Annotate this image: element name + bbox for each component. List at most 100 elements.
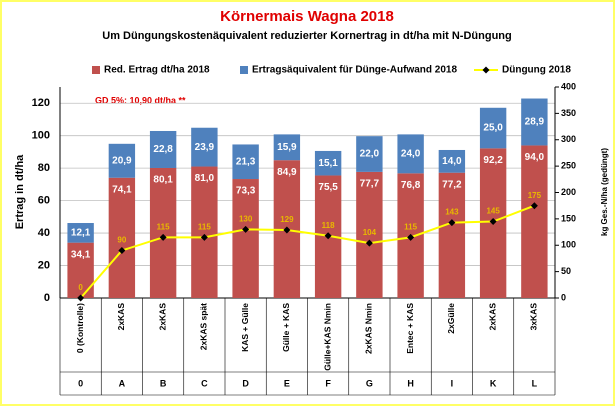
line-value-label: 115 (404, 222, 417, 231)
line-marker (489, 218, 497, 226)
line-marker (324, 232, 332, 240)
value-label: 81,0 (195, 173, 215, 184)
chart-title: Körnermais Wagna 2018 (220, 8, 394, 25)
category-code: K (490, 378, 497, 388)
bar-segment (108, 177, 136, 298)
value-label: 77,2 (442, 179, 462, 190)
value-label: 24,0 (401, 149, 421, 160)
category-code: C (201, 378, 208, 388)
line-marker (448, 219, 456, 227)
category-code: L (532, 378, 538, 388)
y2-tick-label: 100 (561, 240, 576, 250)
category-code: B (160, 378, 167, 388)
x-tick-label: KAS + Gülle (240, 303, 250, 352)
line-value-label: 0 (78, 283, 83, 292)
bar-segment (521, 145, 548, 298)
x-tick-label: Gülle+KAS Nmin (322, 303, 332, 371)
category-code: H (407, 378, 414, 388)
y2-tick-label: 250 (561, 161, 576, 171)
value-label: 73,3 (236, 186, 256, 197)
value-label: 92,2 (483, 155, 503, 166)
x-tick-label: 3xKAS (529, 303, 539, 331)
x-tick-label: 2xKAS (157, 303, 167, 331)
y2-tick-label: 200 (561, 187, 576, 197)
legend-label: Düngung 2018 (502, 65, 571, 76)
line-value-label: 175 (528, 191, 542, 200)
value-label: 25,0 (483, 123, 503, 134)
bar-segment (314, 150, 342, 176)
line-marker (407, 233, 415, 241)
bar-segment (232, 144, 259, 180)
legend-label: Red. Ertrag dt/ha 2018 (104, 65, 210, 76)
bar-segment (191, 127, 218, 167)
value-label: 15,1 (318, 158, 338, 169)
value-label: 77,7 (360, 179, 380, 190)
value-label: 23,9 (195, 142, 215, 153)
line-marker (530, 202, 538, 210)
value-label: 22,0 (360, 149, 380, 160)
y-tick-label: 40 (38, 227, 50, 239)
line-value-label: 90 (117, 236, 126, 245)
value-label: 80,1 (153, 175, 173, 186)
bar-segment (149, 167, 177, 298)
bar-segment (438, 172, 466, 298)
legend-label: Ertragsäquivalent für Dünge-Aufwand 2018 (252, 65, 457, 76)
value-label: 75,5 (318, 182, 338, 193)
bar-segment (232, 179, 259, 298)
value-label: 14,0 (442, 156, 462, 167)
bar-segment (356, 171, 383, 298)
x-tick-label: 2xKAS (487, 303, 497, 331)
category-code: A (119, 378, 126, 388)
bar-segment (108, 143, 136, 178)
bar-segment (397, 134, 424, 174)
category-code: I (451, 378, 454, 388)
legend-marker (482, 66, 490, 74)
value-label: 22,8 (153, 144, 173, 155)
y2-axis-label: kg Ges.-N/ha (gedüngt) (600, 148, 609, 236)
line-marker (77, 294, 85, 302)
value-label: 34,1 (71, 249, 91, 260)
bar-segment (149, 130, 177, 168)
value-label: 94,0 (525, 152, 545, 163)
value-label: 15,9 (277, 142, 297, 153)
annotation: GD 5%: 10,90 dt/ha ** (95, 95, 186, 105)
bar-segment (521, 98, 548, 146)
value-label: 74,1 (112, 184, 132, 195)
x-tick-label: Gülle + KAS (281, 303, 291, 352)
legend-swatch (92, 66, 100, 74)
y-tick-label: 80 (38, 162, 50, 174)
bar-segment (273, 134, 301, 161)
value-label: 21,3 (236, 156, 256, 167)
line-value-label: 118 (322, 221, 335, 230)
value-label: 76,8 (401, 180, 421, 191)
x-tick-label: 2xKAS spät (199, 303, 209, 350)
x-tick-label: 2xKAS Nmin (364, 303, 374, 354)
bar-segment (356, 136, 383, 172)
category-code: G (366, 378, 373, 388)
y2-tick-label: 300 (561, 134, 576, 144)
y-tick-label: 120 (32, 97, 50, 109)
line-value-label: 130 (239, 215, 253, 224)
line-value-label: 143 (445, 208, 459, 217)
line-marker (365, 239, 373, 247)
line-marker (159, 233, 167, 241)
category-code: F (325, 378, 331, 388)
line-value-label: 145 (486, 207, 500, 216)
x-tick-label: 2xKAS (116, 303, 126, 331)
y-tick-label: 0 (44, 292, 50, 304)
chart-subtitle: Um Düngungskostenäquivalent reduzierter … (102, 30, 511, 42)
line-value-label: 115 (198, 222, 211, 231)
y-tick-label: 60 (38, 195, 50, 207)
x-tick-label: 2xGülle (446, 303, 456, 334)
bar-segment (191, 166, 218, 298)
y2-tick-label: 0 (561, 292, 566, 302)
bar-segment (438, 149, 466, 173)
bar-segment (479, 107, 507, 149)
line-marker (283, 226, 291, 234)
value-label: 84,9 (277, 167, 297, 178)
value-label: 20,9 (112, 155, 132, 166)
x-tick-label: 0 (Kontrolle) (75, 303, 85, 353)
category-code: D (242, 378, 249, 388)
value-label: 28,9 (525, 117, 545, 128)
